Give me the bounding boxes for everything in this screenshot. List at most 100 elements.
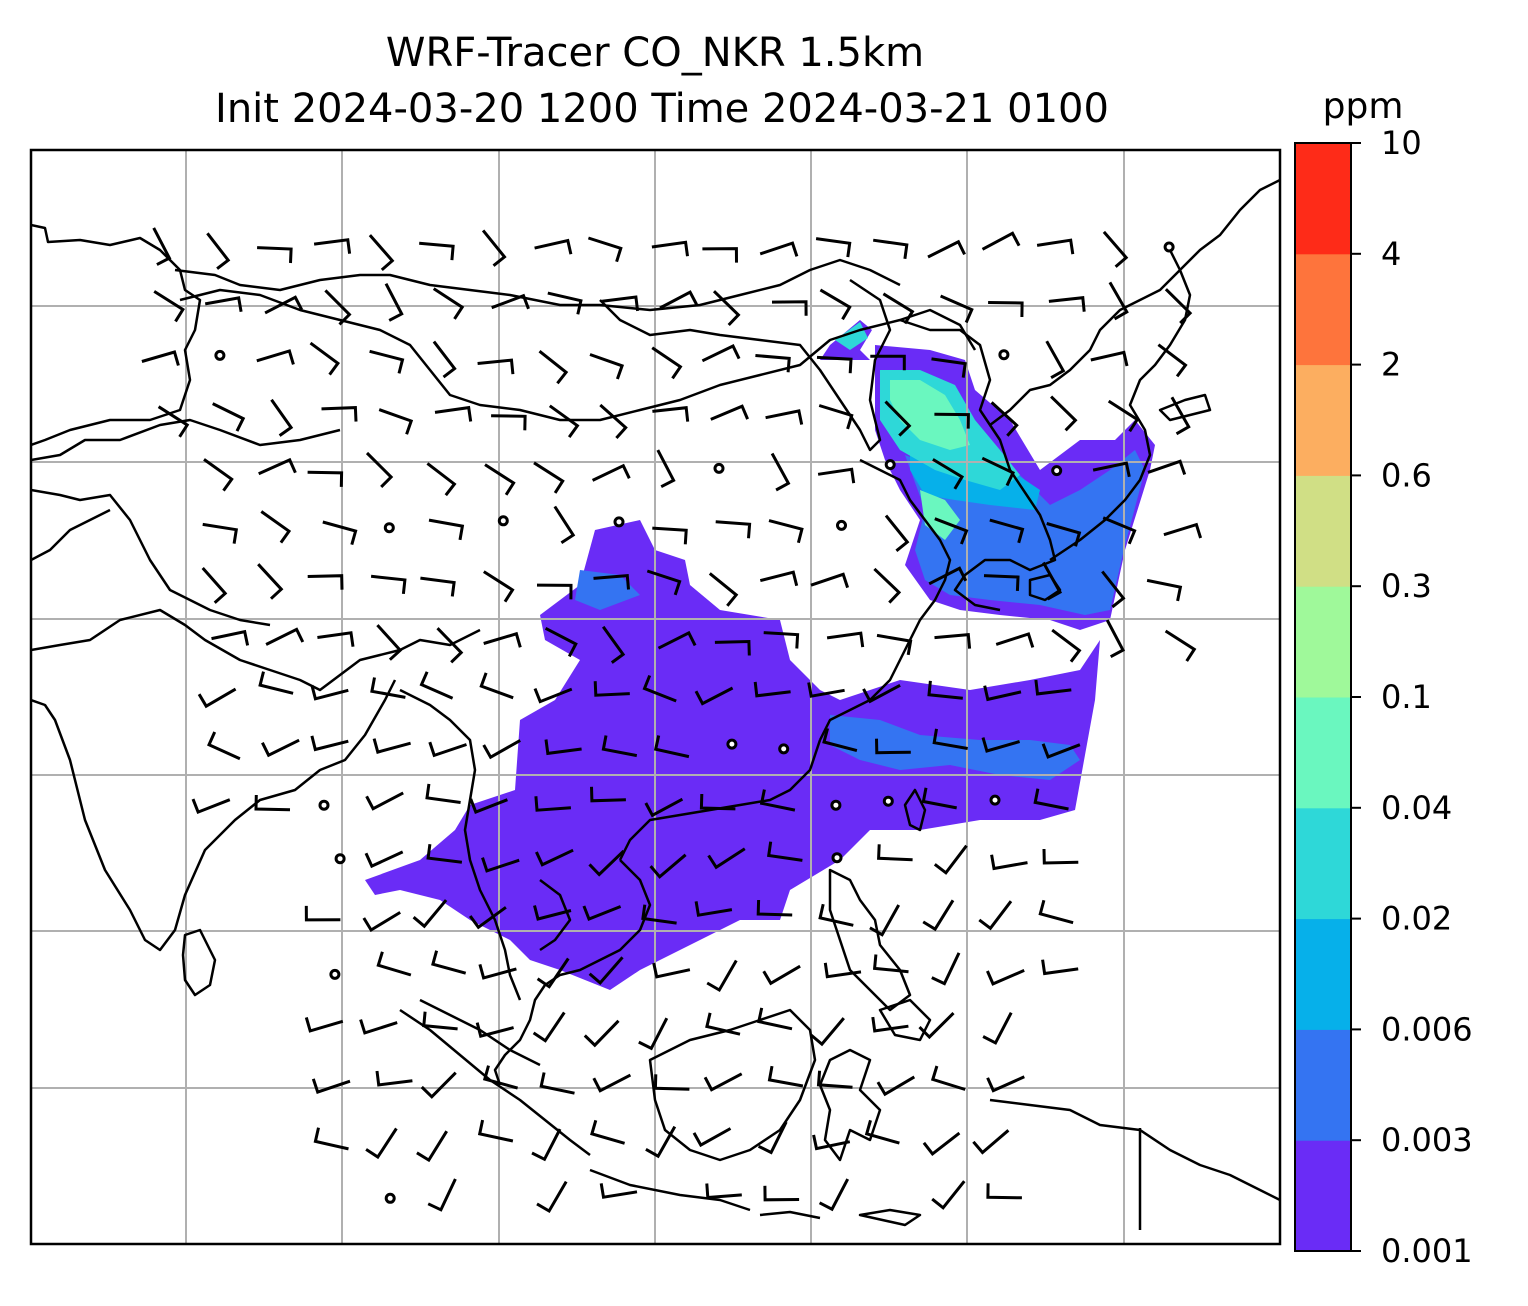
- wind-barb: [823, 962, 862, 979]
- wind-barb: [644, 797, 684, 818]
- wind-barb: [536, 583, 573, 600]
- wind-barb: [940, 294, 974, 324]
- wind-barb: [706, 959, 738, 993]
- calm-wind-circle: [831, 852, 843, 864]
- wind-barb: [651, 346, 683, 380]
- wind-barb: [1041, 959, 1079, 976]
- wind-barb: [591, 463, 631, 482]
- wind-barb: [590, 1119, 626, 1145]
- wind-barb: [370, 574, 407, 595]
- wind-barb: [479, 672, 514, 700]
- calm-wind-circle: [1163, 241, 1175, 253]
- wind-barb: [983, 685, 1022, 702]
- wind-barb: [206, 232, 231, 270]
- wind-barb: [1045, 340, 1066, 380]
- wind-barb: [322, 520, 358, 546]
- colorbar-segment: [1295, 918, 1351, 1030]
- india-coast: [31, 679, 397, 952]
- wind-barb: [692, 1127, 732, 1148]
- wind-barb: [1034, 679, 1072, 696]
- wind-barb: [428, 518, 465, 541]
- wind-barb: [412, 899, 448, 929]
- colorbar-segment: [1295, 586, 1351, 698]
- wind-barb: [261, 738, 300, 758]
- wind-barb: [756, 899, 793, 917]
- wind-barb: [770, 452, 791, 492]
- wind-barb: [309, 341, 340, 376]
- wind-barb: [270, 398, 294, 437]
- wind-barb: [1090, 350, 1129, 367]
- wind-barb: [481, 857, 520, 873]
- wind-barb: [708, 572, 739, 607]
- wind-barb: [934, 632, 972, 649]
- wind-barb: [321, 406, 358, 422]
- wind-barb: [204, 296, 243, 312]
- wind-barb: [157, 405, 190, 438]
- wind-barb: [539, 1072, 575, 1095]
- wind-barb: [491, 414, 527, 431]
- wind-barb: [531, 1128, 562, 1162]
- philippines-coast: [828, 868, 912, 1012]
- timor-coast: [858, 1208, 922, 1227]
- wind-barb: [1041, 743, 1081, 759]
- wind-barb: [810, 572, 850, 589]
- colorbar: ppm 0.001 0.003 0.006 0.02 0.04 0.1 0.3 0.6 2 4 10: [1294, 86, 1473, 1270]
- wind-barb: [1033, 788, 1069, 811]
- calm-wind-circle: [613, 516, 625, 528]
- wind-barb: [918, 1012, 955, 1040]
- wind-barb: [203, 458, 234, 492]
- wind-barb: [547, 291, 583, 315]
- colorbar-tick-label: 10: [1381, 124, 1422, 162]
- calm-wind-circle: [383, 522, 395, 534]
- wind-barb: [768, 519, 804, 544]
- wind-barb: [986, 969, 1025, 986]
- map-panel: [31, 150, 1280, 1244]
- wind-barb: [426, 844, 463, 864]
- calm-wind-circle: [998, 349, 1010, 361]
- wind-barb: [884, 400, 912, 437]
- yellow-sea-coast: [818, 458, 952, 741]
- wind-barb: [872, 954, 909, 974]
- wind-barb: [593, 681, 630, 697]
- wind-barb: [313, 238, 352, 254]
- wind-barb: [818, 404, 854, 430]
- wind-barb: [362, 911, 401, 933]
- sri-lanka-coast: [181, 928, 217, 997]
- wind-barb: [201, 567, 228, 604]
- wind-barb: [934, 412, 970, 429]
- wind-barb: [436, 627, 464, 664]
- wind-barb: [931, 357, 967, 378]
- wind-barb: [707, 847, 746, 870]
- colorbar-tick-label: 0.6: [1381, 456, 1432, 494]
- wind-barb: [583, 1019, 620, 1048]
- wind-barb: [922, 1131, 961, 1157]
- wind-barb: [714, 639, 751, 656]
- wind-barb: [365, 451, 394, 488]
- new-guinea-coast: [989, 1098, 1280, 1202]
- wind-barb: [432, 340, 457, 379]
- colorbar-tick-label: 0.006: [1381, 1010, 1473, 1048]
- colorbar-segment: [1295, 1029, 1351, 1141]
- wind-barb: [1108, 281, 1129, 321]
- wind-barb: [705, 1012, 741, 1036]
- wind-barb: [932, 728, 968, 750]
- wind-barb: [928, 566, 968, 586]
- wind-barb: [645, 1125, 677, 1159]
- wind-barb: [535, 848, 574, 867]
- sulawesi-coast: [818, 1048, 882, 1162]
- northeast-coast: [899, 178, 1280, 427]
- wind-barb: [534, 796, 572, 812]
- wind-barb: [533, 687, 573, 704]
- wind-barb: [807, 682, 845, 698]
- wind-barb: [653, 1074, 690, 1091]
- wind-barb: [1050, 395, 1078, 432]
- wind-barb: [370, 677, 406, 699]
- wind-barb: [981, 456, 1015, 487]
- wind-barb: [876, 633, 913, 656]
- wind-barb: [304, 1016, 344, 1033]
- colorbar-segment: [1295, 253, 1351, 366]
- wind-barb: [815, 237, 852, 258]
- colorbar-tick-label: 0.003: [1381, 1121, 1473, 1159]
- wind-barb: [875, 738, 911, 755]
